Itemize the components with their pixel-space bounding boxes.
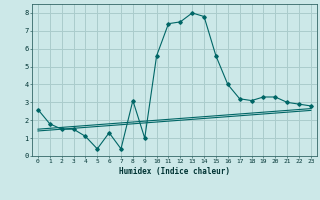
X-axis label: Humidex (Indice chaleur): Humidex (Indice chaleur) bbox=[119, 167, 230, 176]
